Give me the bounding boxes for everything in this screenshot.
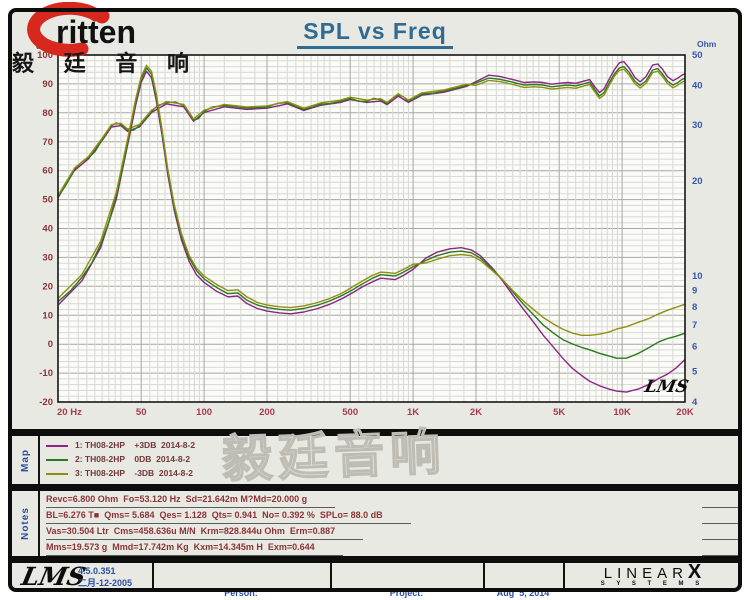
- svg-text:50: 50: [692, 50, 703, 61]
- svg-text:500: 500: [342, 407, 358, 418]
- legend-swatch-2: [46, 459, 68, 461]
- date-time-cell: Aug 5, 2014 Tue 7:33 pm: [483, 565, 563, 600]
- svg-text:10K: 10K: [613, 407, 631, 418]
- footer-divider-4: [563, 563, 565, 588]
- chart-title: SPL vs Freq: [0, 18, 750, 49]
- linearx-x: X: [687, 561, 702, 583]
- footer-divider-3: [483, 563, 485, 588]
- notes-rule-stub: [702, 507, 740, 508]
- separator-bar-1: [12, 429, 738, 436]
- svg-text:7: 7: [692, 320, 697, 331]
- svg-text:90: 90: [42, 79, 53, 90]
- notes-line-2: BL=6.276 T■ Qms= 5.684 Qes= 1.128 Qts= 0…: [46, 509, 411, 524]
- svg-text:60: 60: [42, 166, 53, 177]
- svg-text:20: 20: [692, 176, 703, 187]
- person-company-cell: Person: Company:: [152, 565, 330, 600]
- svg-text:100: 100: [37, 50, 53, 61]
- legend-item: 2: TH08-2HP 0DB 2014-8-2: [46, 454, 190, 464]
- legend-label-3: 3: TH08-2HP -3DB 2014-8-2: [75, 468, 193, 478]
- svg-text:20: 20: [42, 281, 53, 292]
- svg-text:50: 50: [42, 195, 53, 206]
- legend-item: 1: TH08-2HP +3DB 2014-8-2: [46, 440, 195, 450]
- watermark-text: 毅廷音响: [220, 422, 448, 489]
- svg-text:8: 8: [692, 302, 697, 313]
- eritten-logo-text: ritten: [56, 14, 136, 50]
- version-info: 4.5.0.351 二月-12-2005: [78, 566, 132, 589]
- map-divider: [38, 436, 40, 484]
- project-label: Project:: [389, 588, 424, 598]
- footer-divider-1: [152, 563, 154, 588]
- svg-text:30: 30: [692, 120, 703, 131]
- svg-text:40: 40: [692, 81, 703, 92]
- linearx-systems-logo: LINEARX S Y S T E M S: [570, 561, 735, 588]
- project-file-cell: Project: File: TH08-2HP 2014-8-2.lib: [330, 565, 483, 600]
- svg-text:5K: 5K: [553, 407, 565, 418]
- notes-rule-stub: [702, 539, 740, 540]
- person-label: Person:: [224, 588, 258, 598]
- svg-text:-20: -20: [39, 397, 53, 408]
- svg-text:80: 80: [42, 108, 53, 119]
- notes-line-1: Revc=6.800 Ohm Fo=53.120 Hz Sd=21.642m M…: [46, 493, 336, 508]
- svg-text:70: 70: [42, 137, 53, 148]
- notes-line-4: Mms=19.573 g Mmd=17.742m Kg Kxm=14.345m …: [46, 541, 343, 556]
- separator-bar-3: [12, 556, 738, 563]
- svg-text:100: 100: [196, 407, 212, 418]
- brand-cjk-text: 毅 廷 音 响: [12, 52, 200, 77]
- linearx-systems-text: S Y S T E M S: [600, 581, 705, 587]
- legend-swatch-3: [46, 473, 68, 475]
- svg-text:20K: 20K: [676, 407, 694, 418]
- svg-text:6: 6: [692, 341, 697, 352]
- report-date: Aug 5, 2014: [496, 588, 550, 598]
- svg-text:2K: 2K: [470, 407, 482, 418]
- footer-divider-2: [330, 563, 332, 588]
- version-number: 4.5.0.351: [78, 566, 116, 576]
- notes-rule-stub: [702, 523, 740, 524]
- lms-signature: LMS: [642, 377, 691, 397]
- svg-text:30: 30: [42, 252, 53, 263]
- svg-text:4: 4: [692, 397, 698, 408]
- svg-text:0: 0: [48, 339, 53, 350]
- svg-text:50: 50: [136, 407, 147, 418]
- map-section-label: Map: [19, 448, 31, 472]
- svg-text:10: 10: [692, 271, 703, 282]
- notes-line-3: Vas=30.504 Ltr Cms=458.636u M/N Krm=828.…: [46, 525, 364, 540]
- svg-text:1K: 1K: [407, 407, 419, 418]
- legend-label-1: 1: TH08-2HP +3DB 2014-8-2: [75, 440, 196, 450]
- version-date: 二月-12-2005: [78, 577, 133, 588]
- svg-text:-10: -10: [39, 368, 53, 379]
- svg-text:200: 200: [259, 407, 275, 418]
- separator-bar-2: [12, 484, 738, 491]
- legend-label-2: 2: TH08-2HP 0DB 2014-8-2: [75, 454, 191, 464]
- legend-swatch-1: [46, 445, 68, 447]
- svg-text:40: 40: [42, 224, 53, 235]
- notes-section-label: Notes: [19, 507, 31, 540]
- legend-item: 3: TH08-2HP -3DB 2014-8-2: [46, 468, 193, 478]
- svg-text:5: 5: [692, 366, 698, 377]
- notes-divider: [38, 491, 40, 556]
- svg-text:Ohm: Ohm: [697, 39, 717, 49]
- svg-text:9: 9: [692, 286, 697, 297]
- svg-text:10: 10: [42, 310, 53, 321]
- linearx-wordmark: LINEARX: [603, 561, 702, 583]
- svg-text:20 Hz: 20 Hz: [57, 407, 82, 418]
- notes-rule-stub: [702, 555, 740, 556]
